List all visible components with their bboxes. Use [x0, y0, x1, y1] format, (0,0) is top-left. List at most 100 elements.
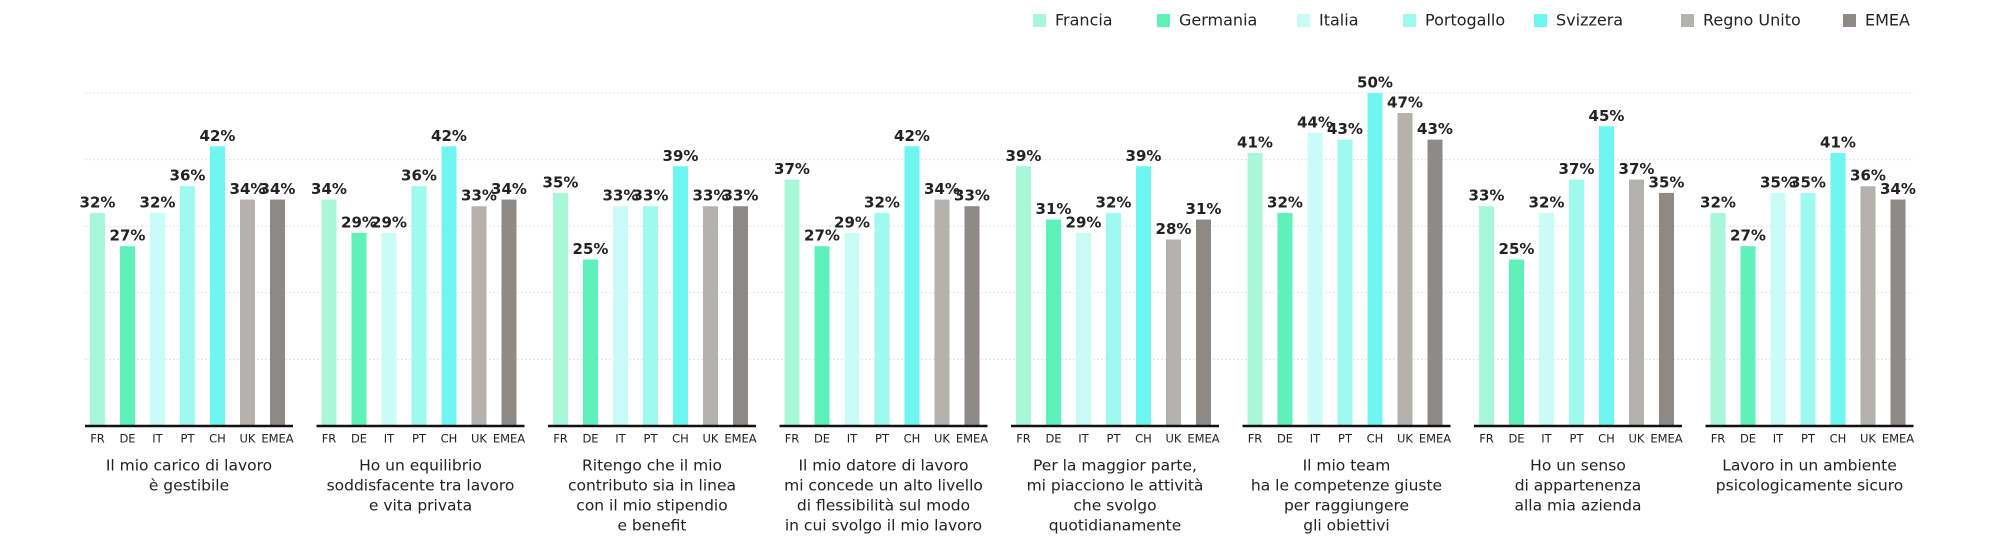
series-code: EMEA [724, 432, 756, 446]
series-code: FR [90, 432, 105, 446]
value-label: 33% [603, 187, 639, 205]
category-label: che svolgo [1073, 497, 1156, 515]
value-label: 29% [1066, 213, 1102, 231]
value-label: 35% [1760, 173, 1796, 191]
series-code: DE [119, 432, 135, 446]
legend-swatch [1033, 14, 1046, 27]
legend-label: Svizzera [1556, 11, 1623, 30]
value-label: 34% [1880, 180, 1916, 198]
bar [673, 166, 688, 426]
bar [814, 246, 830, 426]
bar [583, 259, 598, 426]
value-label: 37% [774, 160, 810, 178]
series-code: IT [1078, 432, 1089, 446]
bar [964, 206, 980, 426]
series-code: IT [152, 432, 163, 446]
bar [1166, 239, 1181, 426]
series-code: DE [582, 432, 598, 446]
bar [240, 199, 255, 426]
bar [1890, 199, 1906, 426]
value-label: 33% [461, 187, 497, 205]
legend-label: Italia [1319, 11, 1359, 30]
bar [1076, 232, 1091, 426]
bar [1539, 212, 1554, 426]
value-label: 45% [1589, 107, 1625, 125]
value-label: 29% [834, 213, 870, 231]
bar [1397, 112, 1413, 426]
series-code: FR [1016, 432, 1031, 446]
legend-label: Francia [1055, 11, 1113, 30]
legend-swatch [1843, 14, 1856, 27]
series-code: IT [1310, 432, 1321, 446]
bar [1659, 192, 1674, 426]
category-label: contributo sia in linea [568, 477, 736, 495]
bar [90, 212, 105, 426]
bar [1247, 152, 1263, 426]
series-code: PT [644, 432, 659, 446]
series-code: FR [322, 432, 337, 446]
value-label: 47% [1387, 93, 1423, 111]
series-code: PT [1338, 432, 1353, 446]
value-label: 28% [1156, 220, 1192, 238]
series-code: EMEA [261, 432, 293, 446]
series-code: IT [847, 432, 858, 446]
bar [874, 212, 890, 426]
series-code: EMEA [1187, 432, 1219, 446]
value-label: 31% [1036, 200, 1072, 218]
legend-swatch [1534, 14, 1547, 27]
value-label: 33% [1469, 187, 1505, 205]
value-label: 42% [200, 127, 236, 145]
value-label: 41% [1237, 133, 1273, 151]
bar [180, 186, 195, 426]
series-code: UK [471, 432, 487, 446]
value-label: 34% [924, 180, 960, 198]
bar [934, 199, 950, 426]
value-label: 35% [543, 173, 579, 191]
bar [1830, 152, 1846, 426]
category-label: mi piacciono le attività [1027, 477, 1204, 495]
value-label: 32% [864, 193, 900, 211]
bar [1629, 179, 1644, 426]
series-code: EMEA [956, 432, 988, 446]
bar [1046, 219, 1061, 426]
category-label: Ho un senso [1530, 457, 1626, 475]
series-code: PT [412, 432, 427, 446]
value-label: 29% [341, 213, 377, 231]
series-code: CH [1135, 432, 1152, 446]
value-label: 50% [1357, 74, 1393, 92]
category-label: e vita privata [369, 497, 472, 515]
value-label: 27% [1730, 227, 1766, 245]
value-label: 33% [954, 187, 990, 205]
series-code: FR [1248, 432, 1263, 446]
series-code: CH [209, 432, 226, 446]
category-label: per raggiungere [1284, 497, 1409, 515]
bar [703, 206, 718, 426]
category-label: psicologicamente sicuro [1716, 477, 1903, 495]
bar [1427, 139, 1443, 426]
bar [321, 199, 337, 426]
series-code: UK [1397, 432, 1413, 446]
value-label: 33% [693, 187, 729, 205]
bar [441, 146, 457, 426]
legend-label: EMEA [1865, 11, 1910, 30]
series-code: IT [615, 432, 626, 446]
series-code: UK [1860, 432, 1876, 446]
series-code: EMEA [1882, 432, 1914, 446]
category-label: Il mio datore di lavoro [798, 457, 968, 475]
bar [1136, 166, 1151, 426]
series-code: UK [703, 432, 719, 446]
series-code: FR [1479, 432, 1494, 446]
series-code: EMEA [1419, 432, 1451, 446]
bar [120, 246, 135, 426]
value-label: 43% [1327, 120, 1363, 138]
value-label: 29% [371, 213, 407, 231]
category-label: soddisfacente tra lavoro [327, 477, 515, 495]
value-label: 33% [723, 187, 759, 205]
bar [784, 179, 800, 426]
bar [1016, 166, 1031, 426]
category-label: ha le competenze giuste [1251, 477, 1442, 495]
value-label: 32% [1700, 193, 1736, 211]
bar [381, 232, 397, 426]
value-label: 34% [311, 180, 347, 198]
